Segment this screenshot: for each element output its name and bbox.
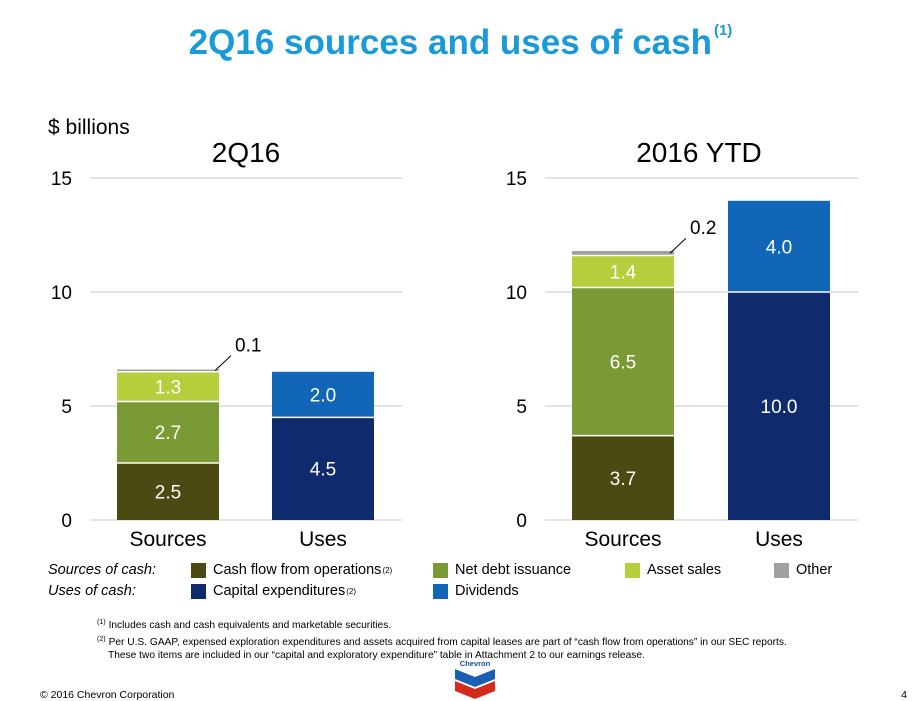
- legend-label-cash-flow: Cash flow from operations: [213, 562, 382, 578]
- legend-item-asset-sales: Asset sales: [625, 562, 721, 578]
- footnote-1-text: Includes cash and cash equivalents and m…: [108, 620, 392, 631]
- legend-item-cash-flow: Cash flow from operations (2): [191, 562, 392, 578]
- footnote-2: (2) Per U.S. GAAP, expensed exploration e…: [97, 633, 787, 650]
- chart1-bar-sources-other-callout-leader: [214, 355, 232, 372]
- chart1-bar-uses-dividends: [272, 371, 374, 418]
- legend-item-dividends: Dividends: [433, 583, 519, 599]
- legend-label-dividends: Dividends: [455, 583, 519, 599]
- chart1-bar-uses-dividends-label: 2.0: [310, 386, 336, 407]
- chart2-bar-sources-asset-sales-label: 1.4: [610, 262, 637, 283]
- chart2-bar-sources-asset-sales: [572, 255, 674, 288]
- sources-of-cash-label: Sources of cash:: [48, 562, 156, 578]
- chart2-category-uses: Uses: [755, 528, 803, 551]
- title-footnote-marker: (1): [713, 22, 733, 39]
- chart2-bar-sources-cash-flow-from-operations-label: 3.7: [610, 469, 636, 490]
- legend-label-capex: Capital expenditures: [213, 583, 346, 599]
- page-number: 4: [901, 689, 907, 701]
- slide-title-text: 2Q16 sources and uses of cash: [188, 23, 712, 62]
- chart1-ytick-10: 10: [51, 283, 72, 304]
- chart2-bar-sources-net-debt-issuance: [572, 287, 674, 436]
- legend-label-other: Other: [796, 562, 833, 578]
- legend-label-asset-sales: Asset sales: [647, 562, 722, 578]
- legend-sup-cash-flow: (2): [382, 565, 393, 575]
- copyright: © 2016 Chevron Corporation: [40, 689, 175, 701]
- chevron-logo-text: Chevron: [460, 659, 491, 668]
- legend-item-net-debt: Net debt issuance: [433, 562, 571, 578]
- chart2-bar-uses-capital-expenditures-label: 10.0: [761, 397, 798, 418]
- units-label: $ billions: [48, 116, 130, 139]
- chart1-ytick-15: 15: [51, 169, 72, 190]
- chart1-bar-uses-capital-expenditures: [272, 417, 374, 520]
- chart2-bar-sources-other-callout-leader: [669, 237, 687, 254]
- legend-sup-capex: (2): [346, 586, 356, 596]
- chart1-category-sources: Sources: [129, 528, 206, 551]
- legend-swatch-asset-sales: [625, 562, 640, 578]
- chevron-logo-upper-chevron-icon: [455, 669, 495, 687]
- chart1-bar-sources-other: [117, 369, 219, 372]
- slide-title: 2Q16 sources and uses of cash (1): [0, 22, 921, 63]
- chart1-bar-sources-cash-flow-from-operations-label: 2.5: [155, 483, 181, 504]
- chart1-bar-sources-other-callout: 0.1: [235, 336, 261, 357]
- footnote-2-text: Per U.S. GAAP, expensed exploration expe…: [108, 636, 787, 648]
- chart2-bar-uses-dividends-label: 4.0: [766, 237, 792, 258]
- chart2-ytick-0: 0: [516, 511, 527, 532]
- uses-of-cash-label: Uses of cash:: [48, 583, 136, 599]
- chart1-bar-sources-net-debt-issuance-label: 2.7: [155, 423, 181, 444]
- legend-swatch-dividends: [433, 583, 448, 599]
- chart2-ytick-10: 10: [506, 283, 527, 304]
- legend-item-capex: Capital expenditures (2): [191, 583, 356, 599]
- chart1-ytick-0: 0: [61, 511, 72, 532]
- footnotes: (1) Includes cash and cash equivalents an…: [97, 616, 787, 663]
- chart1-bar-sources-asset-sales: [117, 371, 219, 402]
- legend-swatch-net-debt: [433, 562, 448, 578]
- chart2-title: 2016 YTD: [636, 137, 762, 168]
- footnote-2-continuation: These two items are included in our “cap…: [108, 650, 645, 661]
- chart1-category-uses: Uses: [299, 528, 347, 551]
- chart2-ytick-5: 5: [516, 397, 527, 418]
- chevron-logo: Chevron: [455, 659, 495, 699]
- chart2-bar-uses-dividends: [728, 200, 830, 292]
- chevron-logo-lower-chevron-icon: [455, 681, 495, 699]
- legend-item-other: Other: [774, 562, 832, 578]
- chart1-bar-uses-capital-expenditures-label: 4.5: [310, 460, 336, 481]
- legend-swatch-cash-flow: [191, 562, 206, 578]
- footnote-2-marker: (2): [97, 635, 106, 643]
- chart2-bar-sources-cash-flow-from-operations: [572, 435, 674, 520]
- chart2-category-sources: Sources: [584, 528, 661, 551]
- chart2-bar-sources-other: [572, 250, 674, 256]
- legend-swatch-capex: [191, 583, 206, 599]
- chart2-bar-sources-net-debt-issuance-label: 6.5: [610, 353, 636, 374]
- legend-swatch-other: [774, 562, 789, 578]
- chart2-ytick-15: 15: [506, 169, 527, 190]
- chart1-bar-sources-asset-sales-label: 1.3: [155, 378, 181, 399]
- legend-label-net-debt: Net debt issuance: [455, 562, 572, 578]
- chart2-bar-sources-other-callout: 0.2: [690, 218, 716, 239]
- chart1-bar-sources-net-debt-issuance: [117, 401, 219, 463]
- chart1-title: 2Q16: [212, 137, 281, 168]
- chart1-bar-sources-cash-flow-from-operations: [117, 463, 219, 520]
- footnote-1-marker: (1): [97, 619, 106, 626]
- charts-canvas: 2Q16 0 5 10 15 2.5 2.7 1.3 0.1 Sources 4.5 2.0 Uses 2…: [51, 137, 858, 551]
- chart2-bar-uses-capital-expenditures: [728, 292, 830, 520]
- chart1-ytick-5: 5: [61, 397, 72, 418]
- footnote-1: (1) Includes cash and cash equivalents an…: [97, 616, 787, 633]
